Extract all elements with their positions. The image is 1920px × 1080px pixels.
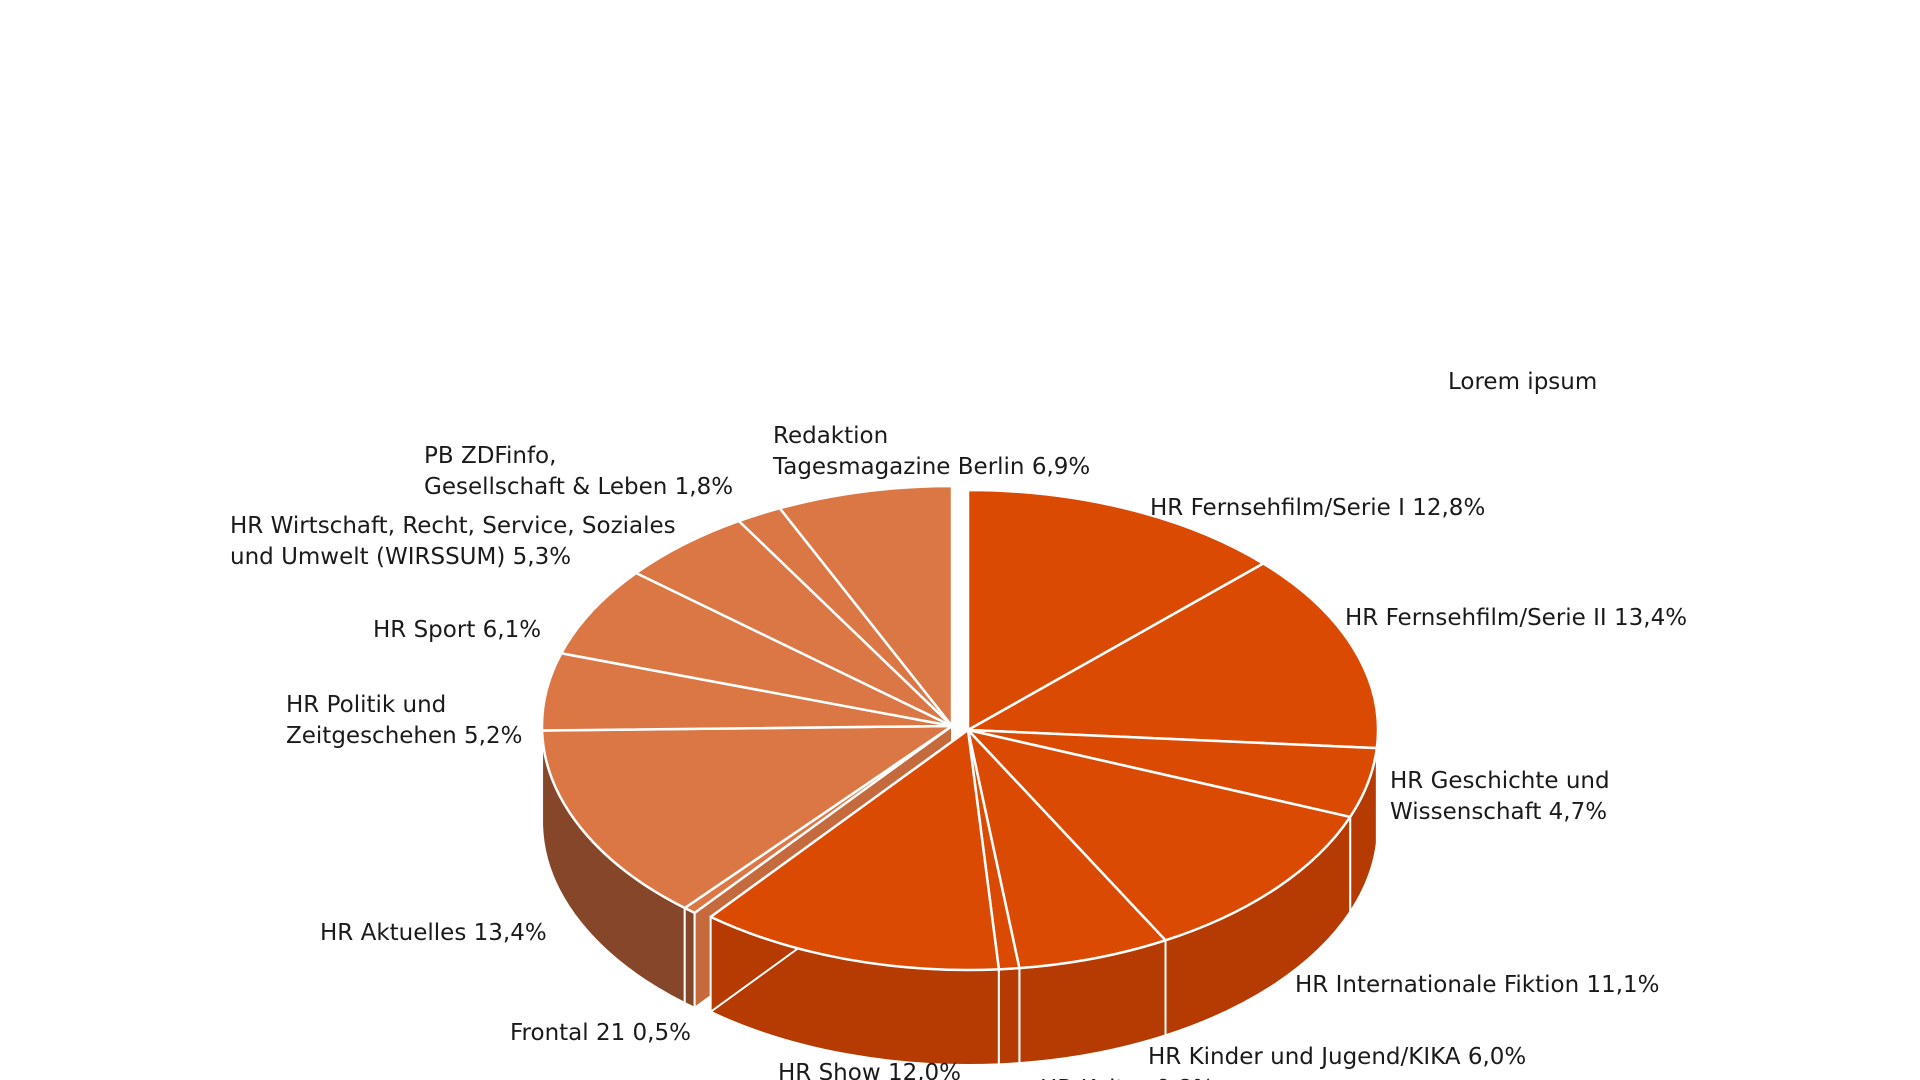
slice-label-hr-geschichte-und-wissenschaft: HR Geschichte und Wissenschaft 4,7%: [1390, 768, 1610, 825]
slice-hr-show: [709, 728, 1001, 972]
slice-label-pb-zdfinfo-gesellschaft-leben: PB ZDFinfo, Gesellschaft & Leben 1,8%: [424, 443, 733, 500]
slice-hr-kinder-und-jugend-kika: [966, 728, 1167, 970]
chart-title: Lorem ipsum: [1448, 369, 1597, 395]
slice-labels: HR Fernsehfilm/Serie I 12,8% HR Fernsehfi…: [230, 423, 1687, 1080]
slice-hr-aktuelles: [540, 724, 954, 910]
slice-hr-fernsehfilm-serie-ii: [966, 562, 1380, 750]
slice-label-hr-kultur: HR Kultur 0,8%: [1040, 1076, 1214, 1080]
slice-label-hr-wirtschaft-recht-service-soziales-und-umwelt-wirssum: HR Wirtschaft, Recht, Service, Soziales u…: [230, 513, 676, 570]
slice-label-hr-fernsehfilm-serie-i: HR Fernsehfilm/Serie I 12,8%: [1150, 495, 1485, 521]
slice-hr-fernsehfilm-serie-i: [966, 488, 1265, 732]
slice-label-hr-show: HR Show 12,0%: [778, 1060, 961, 1080]
slice-label-hr-politik-und-zeitgeschehen: HR Politik und Zeitgeschehen 5,2%: [286, 692, 522, 749]
slice-redaktion-tagesmagazine-berlin: [778, 484, 954, 728]
slice-label-frontal-21: Frontal 21 0,5%: [510, 1020, 691, 1046]
slice-label-hr-aktuelles: HR Aktuelles 13,4%: [320, 920, 547, 946]
slice-hr-sport: [560, 571, 954, 728]
slice-hr-internationale-fiktion: [966, 728, 1352, 942]
slice-label-redaktion-tagesmagazine-berlin: Redaktion Tagesmagazine Berlin 6,9%: [772, 423, 1090, 480]
slice-hr-wirtschaft-recht-service-soziales-und-umwelt-wirssum: [634, 519, 954, 728]
slice-label-hr-fernsehfilm-serie-ii: HR Fernsehfilm/Serie II 13,4%: [1345, 605, 1687, 631]
pie-tops: [540, 484, 1380, 972]
slice-side-hr-kultur: [997, 967, 1021, 1066]
slice-label-hr-internationale-fiktion: HR Internationale Fiktion 11,1%: [1295, 972, 1660, 998]
slice-label-hr-sport: HR Sport 6,1%: [373, 617, 541, 643]
slice-label-hr-kinder-und-jugend-kika: HR Kinder und Jugend/KIKA 6,0%: [1148, 1044, 1526, 1070]
slice-side-frontal-21: [683, 906, 696, 1010]
